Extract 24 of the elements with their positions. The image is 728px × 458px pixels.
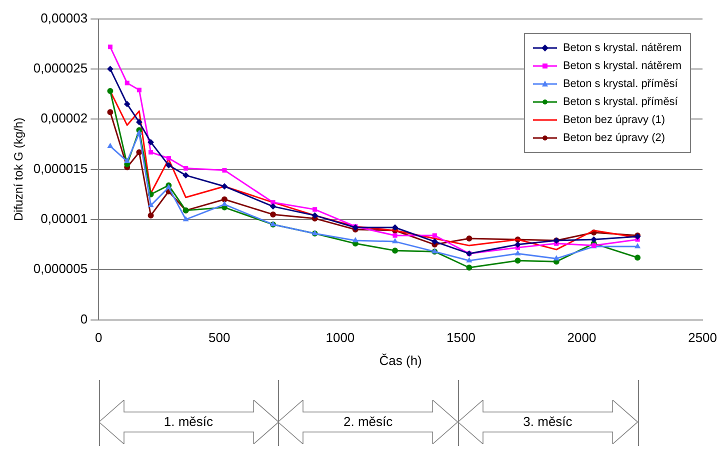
x-axis-title: Čas (h) [379,352,422,368]
y-axis-title: Difuzní tok G (kg/h) [12,118,26,221]
legend-label: Beton s krystal. nátěrem [562,60,682,72]
legend-label: Beton bez úpravy (1) [562,114,666,126]
x-tick-label: 1000 [326,330,355,346]
y-tick-label: 0,000015 [33,160,88,176]
text: 3. měsíc [522,414,574,429]
x-tick-label: 0 [95,330,102,346]
y-tick-label: 0 [80,311,88,326]
x-tick-label: 1500 [446,330,476,346]
y-tick-label: 0,00002 [40,110,88,126]
legend-label: Beton s krystal. příměsí [562,96,678,108]
text: 2. měsíc [342,414,394,429]
y-tick-label: 0,00003 [40,10,88,26]
x-tick-label: 2000 [567,330,596,346]
text: 1. měsíc [162,414,214,429]
y-tick-label: 0,000025 [33,60,88,76]
x-tick-label: 2500 [688,330,717,346]
x-tick-label: 500 [208,330,230,346]
y-tick-label: 0,00001 [40,211,88,226]
y-tick-label: 0,000005 [33,261,88,276]
legend-label: Beton s krystal. příměsí [562,78,678,90]
legend-label: Beton s krystal. nátěrem [562,42,682,54]
legend-label: Beton bez úpravy (2) [562,132,666,144]
